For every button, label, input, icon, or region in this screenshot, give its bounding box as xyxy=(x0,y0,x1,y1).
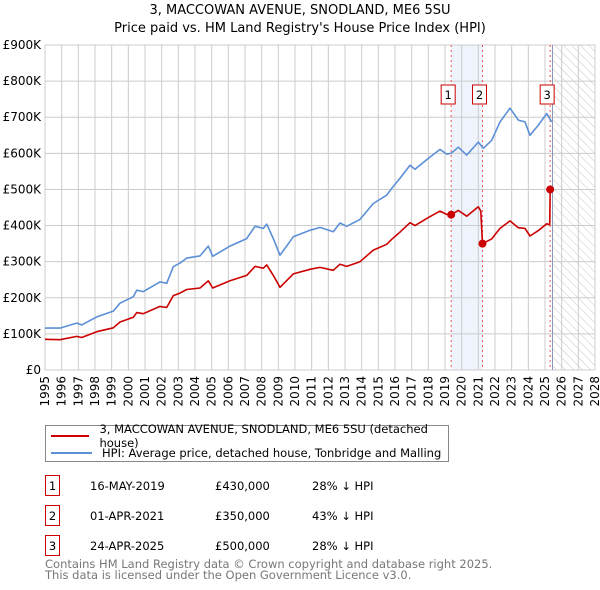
x-tick-label: 2027 xyxy=(571,376,585,407)
sale-price: £430,000 xyxy=(215,479,270,493)
x-tick-label: 2010 xyxy=(288,376,302,407)
sale-point-marker xyxy=(546,185,555,194)
x-tick-label: 2019 xyxy=(438,376,452,407)
footer-line: This data is licensed under the Open Gov… xyxy=(45,568,412,582)
hpi-line xyxy=(45,107,553,329)
x-tick-label: 2011 xyxy=(305,376,319,407)
chart-subtitle: Price paid vs. HM Land Registry's House … xyxy=(114,21,486,36)
sale-date: 01-APR-2021 xyxy=(90,509,165,523)
sale-point-marker xyxy=(447,210,456,219)
legend-item-hpi: HPI: Average price, detached house, Tonb… xyxy=(51,445,441,461)
legend-swatch-blue xyxy=(51,452,92,454)
x-tick-label: 2008 xyxy=(255,376,269,407)
footer-line: Contains HM Land Registry data © Crown c… xyxy=(45,557,493,571)
y-tick-label: £0 xyxy=(26,363,41,377)
sale-label-box xyxy=(440,84,456,105)
x-tick-label: 2016 xyxy=(388,376,402,407)
legend-item-property: 3, MACCOWAN AVENUE, SNODLAND, ME6 5SU (d… xyxy=(51,422,448,450)
x-tick-label: 2014 xyxy=(355,376,369,407)
x-tick-label: 2002 xyxy=(155,376,169,407)
sale-label-number: 1 xyxy=(445,88,452,102)
x-tick-label: 2005 xyxy=(205,376,219,407)
x-tick-label: 2028 xyxy=(588,376,600,407)
chart-title: 3, MACCOWAN AVENUE, SNODLAND, ME6 5SU xyxy=(149,3,451,18)
x-tick-label: 1995 xyxy=(38,376,52,407)
sale-hpi-delta: 43% ↓ HPI xyxy=(312,509,374,523)
x-tick-label: 2021 xyxy=(471,376,485,407)
x-tick-label: 2023 xyxy=(505,376,519,407)
sale-label-number: 3 xyxy=(544,88,551,102)
footer-attribution: Contains HM Land Registry data © Crown c… xyxy=(45,557,493,582)
y-tick-label: £900K xyxy=(3,38,43,52)
legend-swatch-red xyxy=(51,435,90,437)
x-tick-label: 2026 xyxy=(555,376,569,407)
x-tick-label: 2009 xyxy=(271,376,285,407)
sale-row: 2 01-APR-2021 £350,000 43% ↓ HPI xyxy=(45,505,545,527)
sale-label-box xyxy=(472,84,487,105)
x-tick-label: 2025 xyxy=(538,376,552,407)
y-tick-label: £200K xyxy=(3,291,43,305)
x-tick-label: 2000 xyxy=(121,376,135,407)
sale-label-box xyxy=(539,84,555,105)
sale-price: £350,000 xyxy=(215,509,270,523)
sale-price: £500,000 xyxy=(215,539,270,553)
y-tick-label: £800K xyxy=(3,74,43,88)
x-tick-label: 2004 xyxy=(188,376,202,407)
y-tick-label: £300K xyxy=(3,255,43,269)
y-tick-label: £700K xyxy=(3,110,43,124)
sale-label-number: 2 xyxy=(476,88,483,102)
sale-row: 1 16-MAY-2019 £430,000 28% ↓ HPI xyxy=(45,475,545,497)
sale-date: 24-APR-2025 xyxy=(90,539,165,553)
x-tick-label: 2020 xyxy=(455,376,469,407)
sale-hpi-delta: 28% ↓ HPI xyxy=(312,539,374,553)
x-tick-label: 1996 xyxy=(55,376,69,407)
legend-label: HPI: Average price, detached house, Tonb… xyxy=(102,446,442,460)
x-tick-label: 2017 xyxy=(405,376,419,407)
x-tick-label: 2024 xyxy=(521,376,535,407)
sale-date: 16-MAY-2019 xyxy=(90,479,165,493)
x-tick-label: 1999 xyxy=(105,376,119,407)
legend-label: 3, MACCOWAN AVENUE, SNODLAND, ME6 5SU (d… xyxy=(99,422,428,450)
x-tick-label: 2015 xyxy=(371,376,385,407)
y-tick-label: £500K xyxy=(3,182,43,196)
sale-point-marker xyxy=(478,239,487,248)
x-tick-label: 2003 xyxy=(171,376,185,407)
y-tick-label: £600K xyxy=(3,146,43,160)
price-chart: 1995 1996 1997 1998 1999 2000 2001 2002 2003 2004… xyxy=(3,38,600,407)
x-tick-label: 2022 xyxy=(488,376,502,407)
x-tick-label: 2006 xyxy=(221,376,235,407)
x-tick-label: 1997 xyxy=(71,376,85,407)
x-tick-label: 2012 xyxy=(321,376,335,407)
y-tick-label: £100K xyxy=(3,327,43,341)
x-tick-label: 1998 xyxy=(88,376,102,407)
sale-marker-badge: 1 xyxy=(45,475,60,496)
sale-marker-badge: 3 xyxy=(45,535,60,556)
x-tick-label: 2013 xyxy=(338,376,352,407)
x-tick-label: 2018 xyxy=(421,376,435,407)
forecast-hatch xyxy=(552,45,595,370)
y-tick-label: £400K xyxy=(3,219,43,233)
sale-row: 3 24-APR-2025 £500,000 28% ↓ HPI xyxy=(45,535,545,557)
sale-marker-badge: 2 xyxy=(45,505,60,526)
chart-legend: 3, MACCOWAN AVENUE, SNODLAND, ME6 5SU (d… xyxy=(45,422,449,462)
x-tick-label: 2001 xyxy=(138,376,152,407)
x-tick-label: 2007 xyxy=(238,376,252,407)
sale-hpi-delta: 28% ↓ HPI xyxy=(312,479,374,493)
property-price-line xyxy=(44,188,553,341)
